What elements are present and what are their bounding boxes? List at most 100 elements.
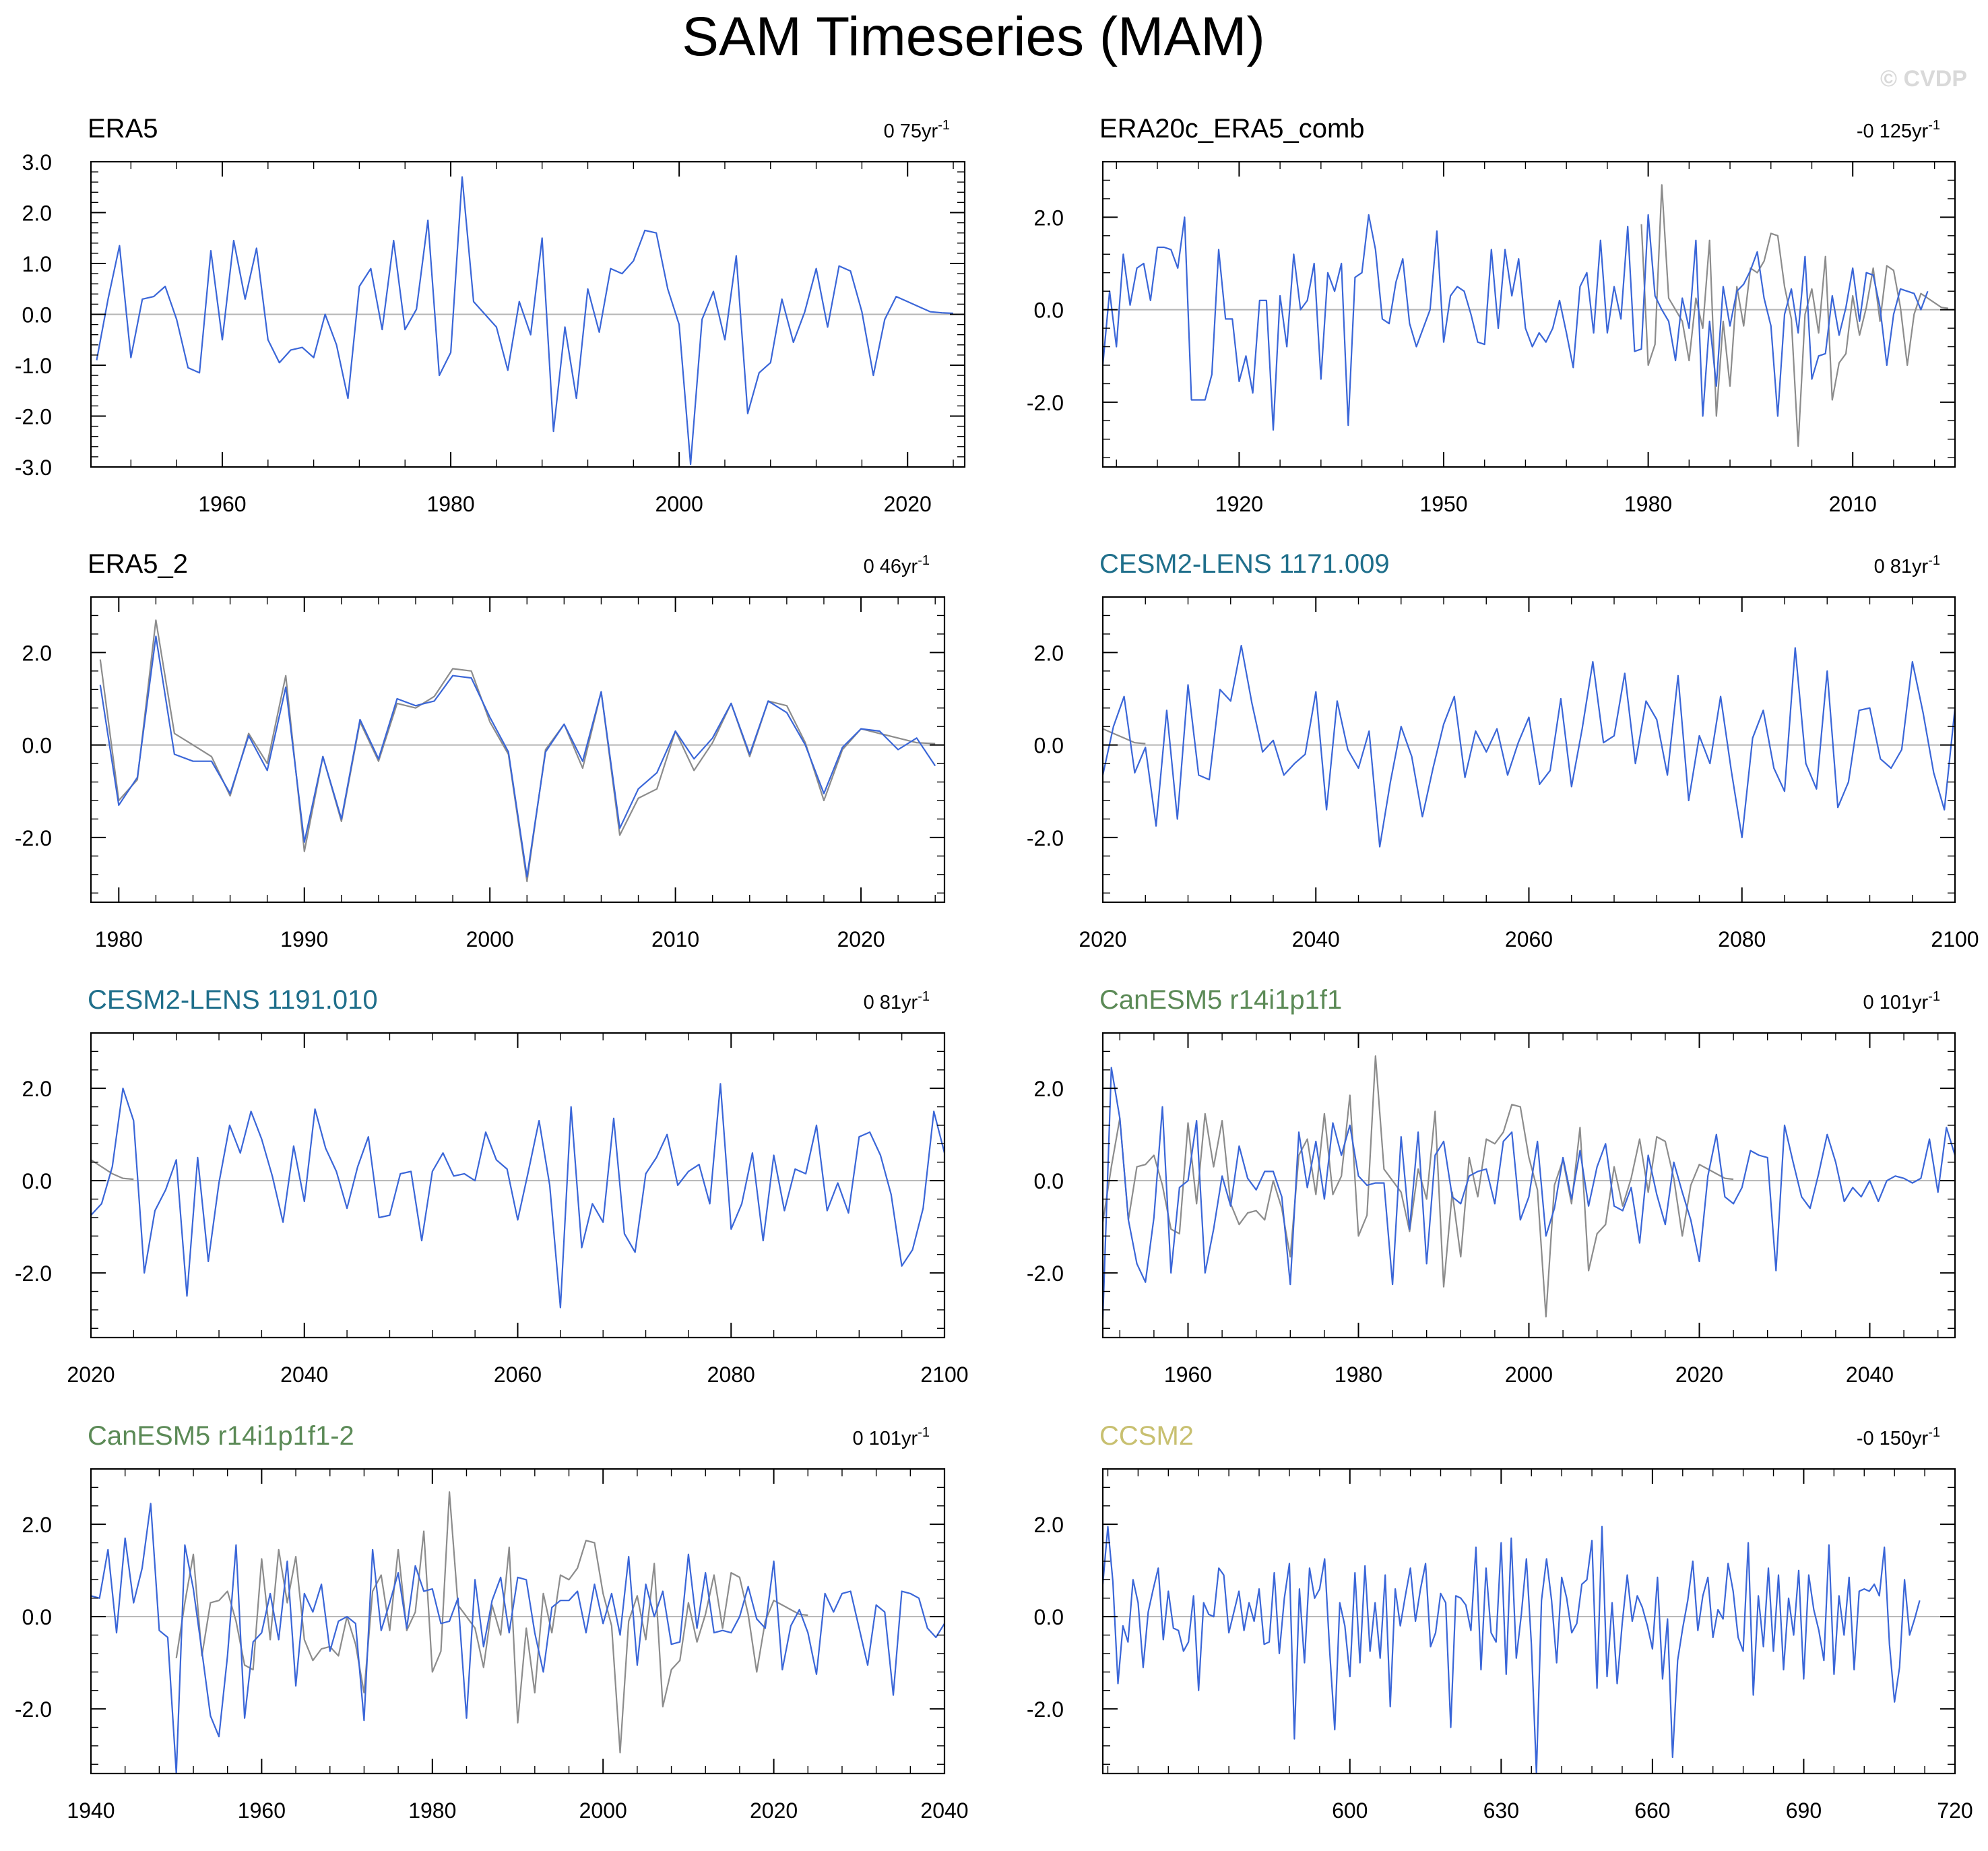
x-tick-label: 1960 (198, 492, 246, 516)
x-tick-label: 1960 (1164, 1362, 1212, 1387)
y-tick-label: -2.0 (1027, 391, 1064, 415)
x-tick-label: 2040 (920, 1798, 968, 1823)
series-group (1103, 184, 1949, 447)
trend-exponent: -1 (918, 1425, 930, 1440)
x-tick-label: 1920 (1215, 492, 1263, 516)
x-tick-label: 630 (1483, 1798, 1519, 1823)
trend-label: 0 81yr-1 (864, 989, 930, 1013)
y-tick-label: -2.0 (15, 826, 52, 850)
x-tick-label: 1960 (238, 1798, 286, 1823)
primary-series-line (99, 635, 936, 878)
x-tick-label: 2080 (1718, 927, 1766, 951)
y-tick-label: 2.0 (22, 201, 52, 226)
panel-5: CESM2-LENS 1191.010 0 81yr-1 -2.0 0.0 2.0 202… (15, 985, 969, 1387)
trend-value: -0 125yr (1857, 121, 1929, 142)
x-tick-label: 2000 (1505, 1362, 1553, 1387)
panel-4: CESM2-LENS 1171.009 0 81yr-1 -2.0 0.0 2.0 202… (1027, 549, 1979, 951)
trend-value: 0 101yr (1863, 992, 1928, 1013)
reference-series-line (1103, 728, 1146, 745)
x-tick-label: 1980 (426, 492, 474, 516)
y-tick-label: -3.0 (15, 456, 52, 480)
series-group (1103, 1526, 1921, 1774)
y-tick-label: -2.0 (15, 405, 52, 429)
y-tick-label: 2.0 (22, 1077, 52, 1101)
x-tick-label: 2060 (1505, 927, 1553, 951)
x-tick-label: 2020 (884, 492, 932, 516)
y-tick-label: 3.0 (22, 150, 52, 175)
y-tick-label: -1.0 (15, 354, 52, 378)
x-tick-label: 2040 (1292, 927, 1340, 951)
y-tick-label: 0.0 (1034, 734, 1064, 758)
figure-title: SAM Timeseries (MAM) (682, 6, 1265, 67)
y-tick-label: 0.0 (22, 734, 52, 758)
trend-value: 0 75yr (884, 121, 938, 142)
y-tick-label: 2.0 (1034, 641, 1064, 665)
reference-series-line (175, 1491, 808, 1754)
primary-series-line (1103, 1067, 1955, 1319)
panel-title: ERA5 (88, 114, 158, 144)
x-tick-label: 720 (1937, 1798, 1973, 1823)
x-tick-label: 600 (1332, 1798, 1368, 1823)
series-group (1103, 644, 1955, 848)
y-tick-label: 0.0 (1034, 1605, 1064, 1629)
primary-series-line (1103, 644, 1955, 848)
x-tick-label: 2020 (750, 1798, 798, 1823)
y-tick-label: 2.0 (22, 641, 52, 665)
x-tick-label: 1990 (280, 927, 328, 951)
trend-value: 0 81yr (864, 992, 918, 1013)
trend-label: 0 101yr-1 (1863, 989, 1940, 1013)
panel-7: CanESM5 r14i1p1f1-2 0 101yr-1 -2.0 0.0 2.0 19… (15, 1421, 969, 1823)
panel-title: ERA20c_ERA5_comb (1099, 114, 1365, 144)
x-tick-label: 2000 (655, 492, 703, 516)
trend-exponent: -1 (918, 989, 930, 1004)
x-tick-label: 1980 (408, 1798, 456, 1823)
trend-value: -0 150yr (1857, 1428, 1929, 1449)
panel-3: ERA5_2 0 46yr-1 -2.0 0.0 2.0 1980 1990 2000 2010… (15, 549, 946, 951)
primary-series-line (91, 1503, 944, 1774)
trend-value: 0 101yr (852, 1428, 918, 1449)
panel-title: ERA5_2 (88, 549, 188, 579)
y-tick-label: 0.0 (1034, 299, 1064, 323)
x-tick-label: 2040 (1846, 1362, 1894, 1387)
y-tick-label: 0.0 (22, 1605, 52, 1629)
trend-label: -0 125yr-1 (1857, 118, 1940, 142)
plot-frame (90, 596, 946, 904)
plot-frame (1101, 160, 1956, 468)
watermark: © CVDP (1880, 66, 1967, 92)
x-tick-label: 1950 (1419, 492, 1467, 516)
y-tick-label: 0.0 (22, 1169, 52, 1193)
x-tick-label: 2000 (579, 1798, 627, 1823)
x-tick-label: 660 (1634, 1798, 1670, 1823)
trend-label: 0 75yr-1 (884, 118, 950, 142)
x-tick-label: 2020 (1675, 1362, 1723, 1387)
x-tick-label: 2080 (707, 1362, 755, 1387)
trend-label: 0 46yr-1 (864, 553, 930, 577)
series-group (91, 1083, 944, 1309)
primary-series-line (96, 176, 954, 466)
y-tick-label: -2.0 (1027, 1261, 1064, 1286)
x-tick-label: 2010 (651, 927, 699, 951)
trend-exponent: -1 (1928, 1425, 1940, 1440)
panel-title: CanESM5 r14i1p1f1-2 (88, 1421, 354, 1451)
trend-value: 0 46yr (864, 556, 918, 577)
plot-frame (90, 1468, 946, 1775)
trend-exponent: -1 (918, 553, 930, 568)
y-tick-label: 2.0 (1034, 206, 1064, 230)
series-group (91, 1491, 944, 1774)
panel-2: ERA20c_ERA5_comb -0 125yr-1 -2.0 0.0 2.0 1920… (1027, 114, 1956, 516)
trend-exponent: -1 (1928, 553, 1940, 568)
x-tick-label: 690 (1786, 1798, 1822, 1823)
y-tick-label: 1.0 (22, 252, 52, 276)
x-tick-label: 2040 (280, 1362, 328, 1387)
x-tick-label: 2100 (920, 1362, 968, 1387)
x-tick-label: 2010 (1829, 492, 1877, 516)
series-group (99, 619, 936, 883)
trend-exponent: -1 (1928, 989, 1940, 1004)
plot-frame (1101, 1468, 1956, 1775)
x-tick-label: 1980 (1335, 1362, 1382, 1387)
panel-1: ERA5 0 75yr-1 -3.0 -2.0 -1.0 0.0 1.0 2.0 3.0 1960… (15, 114, 966, 516)
panel-title: CanESM5 r14i1p1f1 (1099, 985, 1342, 1015)
y-tick-label: 2.0 (1034, 1077, 1064, 1101)
x-tick-label: 2100 (1931, 927, 1979, 951)
